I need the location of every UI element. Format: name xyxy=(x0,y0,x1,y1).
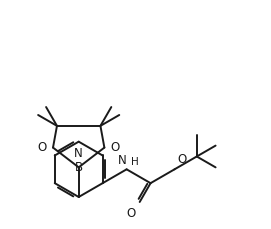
Text: B: B xyxy=(75,161,83,174)
Text: N: N xyxy=(74,147,83,160)
Text: N: N xyxy=(118,154,127,167)
Text: H: H xyxy=(131,157,138,167)
Text: O: O xyxy=(110,141,120,154)
Text: O: O xyxy=(178,153,187,166)
Text: O: O xyxy=(127,207,136,220)
Text: O: O xyxy=(38,141,47,154)
